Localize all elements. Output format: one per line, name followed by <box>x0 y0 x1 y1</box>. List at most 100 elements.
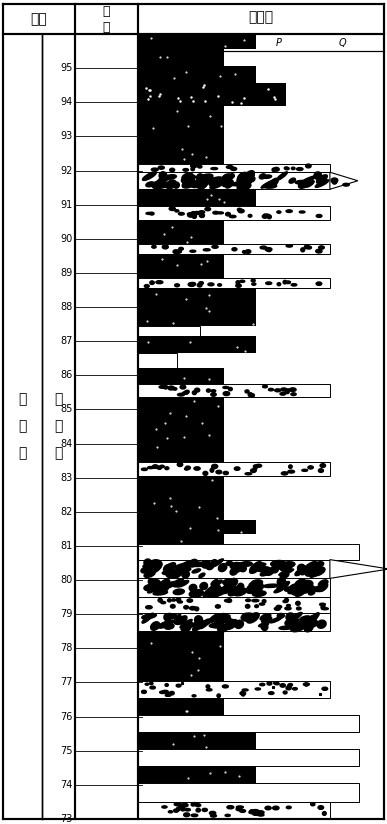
Ellipse shape <box>179 804 182 808</box>
Ellipse shape <box>320 603 325 606</box>
Ellipse shape <box>252 283 256 285</box>
Ellipse shape <box>157 466 161 470</box>
Ellipse shape <box>233 588 247 596</box>
Ellipse shape <box>321 606 325 609</box>
Ellipse shape <box>230 568 238 575</box>
Ellipse shape <box>322 812 326 816</box>
Bar <box>138 559 330 578</box>
Ellipse shape <box>184 606 188 609</box>
Ellipse shape <box>319 469 324 472</box>
Ellipse shape <box>162 691 168 693</box>
Ellipse shape <box>157 176 169 185</box>
Ellipse shape <box>143 559 157 567</box>
Ellipse shape <box>226 213 230 216</box>
Text: 83: 83 <box>61 473 73 483</box>
Ellipse shape <box>263 214 267 218</box>
Ellipse shape <box>317 568 324 572</box>
Ellipse shape <box>164 613 173 618</box>
Ellipse shape <box>280 684 285 687</box>
Ellipse shape <box>185 808 190 811</box>
Ellipse shape <box>216 471 222 474</box>
Ellipse shape <box>173 579 184 587</box>
Ellipse shape <box>211 167 217 170</box>
Ellipse shape <box>241 694 245 696</box>
Ellipse shape <box>207 389 211 392</box>
Ellipse shape <box>306 588 315 592</box>
Ellipse shape <box>295 180 306 184</box>
Ellipse shape <box>201 561 209 568</box>
Ellipse shape <box>265 247 272 251</box>
Ellipse shape <box>267 249 271 251</box>
Ellipse shape <box>240 280 245 283</box>
Ellipse shape <box>209 623 224 628</box>
Ellipse shape <box>160 466 164 468</box>
Ellipse shape <box>316 250 322 253</box>
Ellipse shape <box>279 582 289 589</box>
Ellipse shape <box>174 803 181 806</box>
Text: 84: 84 <box>61 438 73 448</box>
Ellipse shape <box>182 625 191 631</box>
Ellipse shape <box>231 564 245 573</box>
Bar <box>138 368 224 384</box>
Ellipse shape <box>188 214 194 218</box>
Ellipse shape <box>207 177 222 182</box>
Ellipse shape <box>179 247 183 250</box>
Ellipse shape <box>259 603 265 605</box>
Ellipse shape <box>170 691 174 695</box>
Ellipse shape <box>177 462 183 466</box>
Text: 90: 90 <box>61 234 73 244</box>
Ellipse shape <box>164 624 174 630</box>
Ellipse shape <box>283 600 288 602</box>
Ellipse shape <box>265 806 271 810</box>
Ellipse shape <box>157 586 164 593</box>
Ellipse shape <box>238 583 244 590</box>
Ellipse shape <box>263 184 277 188</box>
Ellipse shape <box>226 580 238 588</box>
Ellipse shape <box>224 584 235 591</box>
Ellipse shape <box>248 176 255 182</box>
Ellipse shape <box>178 393 185 396</box>
Ellipse shape <box>300 586 314 593</box>
Bar <box>138 410 224 462</box>
Ellipse shape <box>180 620 192 628</box>
Text: W: W <box>227 38 236 48</box>
Ellipse shape <box>289 584 300 592</box>
Ellipse shape <box>212 246 218 248</box>
Ellipse shape <box>284 598 288 602</box>
Ellipse shape <box>322 687 328 691</box>
Ellipse shape <box>162 245 168 249</box>
Ellipse shape <box>173 250 178 254</box>
Ellipse shape <box>187 599 193 602</box>
Ellipse shape <box>245 250 251 253</box>
Ellipse shape <box>271 566 278 573</box>
Ellipse shape <box>253 583 262 592</box>
Ellipse shape <box>216 605 220 608</box>
Ellipse shape <box>161 602 166 604</box>
Text: M: M <box>178 38 187 48</box>
Ellipse shape <box>252 599 259 602</box>
Ellipse shape <box>245 473 252 475</box>
Ellipse shape <box>260 569 271 576</box>
Ellipse shape <box>319 246 324 249</box>
Ellipse shape <box>175 210 179 212</box>
Ellipse shape <box>158 598 162 602</box>
Ellipse shape <box>165 695 171 696</box>
Ellipse shape <box>175 283 180 287</box>
Ellipse shape <box>238 209 244 213</box>
Ellipse shape <box>209 179 216 187</box>
Ellipse shape <box>158 620 173 628</box>
Ellipse shape <box>311 803 315 806</box>
Ellipse shape <box>294 619 307 630</box>
Ellipse shape <box>313 562 324 568</box>
Ellipse shape <box>260 246 267 249</box>
Ellipse shape <box>177 580 189 587</box>
Ellipse shape <box>188 283 195 287</box>
Ellipse shape <box>312 567 325 576</box>
Ellipse shape <box>166 564 176 574</box>
Ellipse shape <box>150 281 154 284</box>
Ellipse shape <box>277 211 281 213</box>
Ellipse shape <box>285 607 291 610</box>
Bar <box>138 336 256 353</box>
Text: 76: 76 <box>61 712 73 722</box>
Ellipse shape <box>248 214 252 218</box>
